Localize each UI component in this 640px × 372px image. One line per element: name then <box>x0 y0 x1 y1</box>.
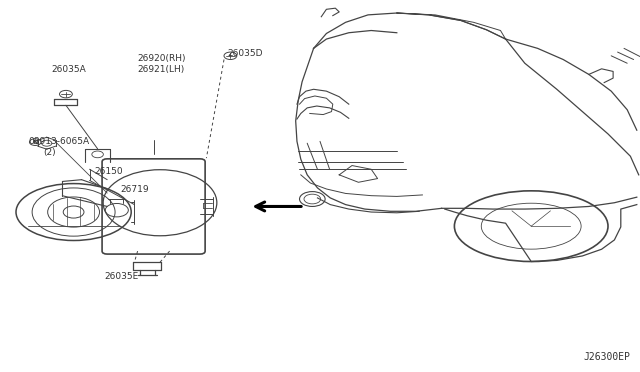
Text: 26035D: 26035D <box>227 49 262 58</box>
Text: (2): (2) <box>43 148 56 157</box>
Text: J26300EP: J26300EP <box>584 352 630 362</box>
Text: 26035E: 26035E <box>104 272 139 280</box>
Text: 26035A: 26035A <box>52 65 86 74</box>
Text: 26920(RH): 26920(RH) <box>138 54 186 63</box>
Text: 26150: 26150 <box>95 167 124 176</box>
Text: N: N <box>33 140 38 145</box>
Text: 08913-6065A: 08913-6065A <box>29 137 90 146</box>
Text: 26719: 26719 <box>120 185 149 194</box>
Text: 26921(LH): 26921(LH) <box>138 65 185 74</box>
